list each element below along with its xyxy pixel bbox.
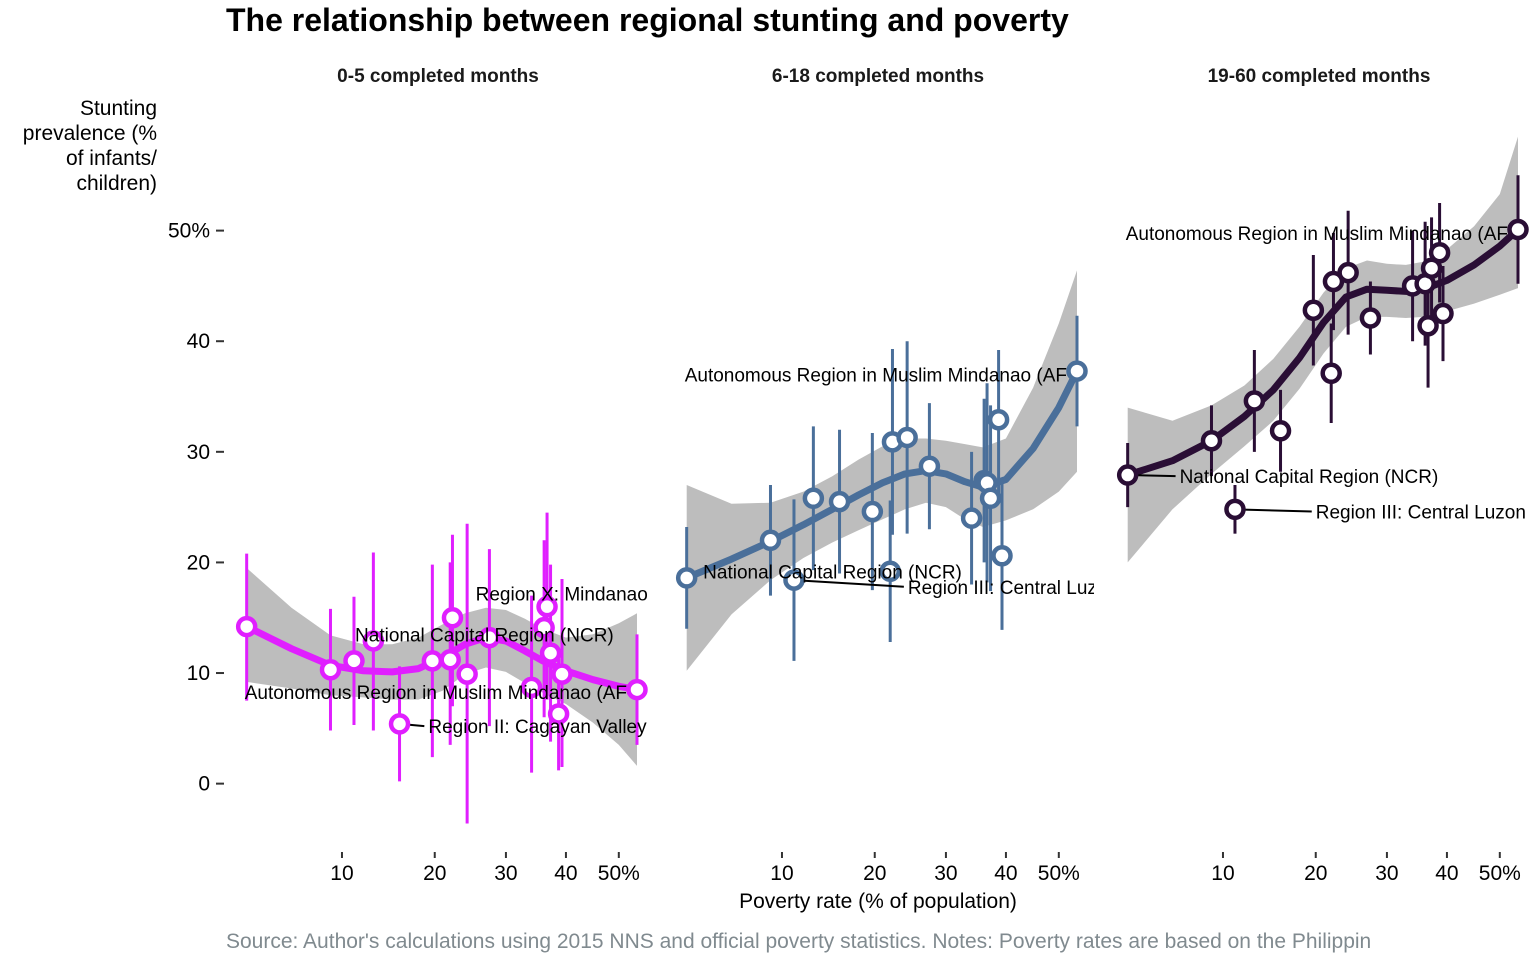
data-point	[1243, 390, 1266, 412]
facet-title-0-5-months: 0-5 completed months	[337, 66, 539, 87]
region-label: National Capital Region (NCR)	[703, 562, 962, 583]
x-tick-label: 10	[330, 862, 353, 885]
data-point	[388, 713, 411, 735]
x-tick-label: 30	[1375, 862, 1398, 885]
x-tick-label: 20	[423, 862, 446, 885]
confidence-band	[246, 568, 637, 766]
data-point	[675, 567, 698, 589]
x-tick-label: 30	[934, 862, 957, 885]
data-point	[1066, 360, 1088, 382]
label-connector	[793, 579, 904, 588]
region-label: National Capital Region (NCR)	[1180, 467, 1439, 488]
facet-panel-2: 10 20 30 40 50% Autonomous Region in Muslim M…	[675, 270, 1118, 885]
data-point	[1116, 464, 1139, 486]
label-connector	[1234, 508, 1312, 513]
data-point	[235, 615, 258, 638]
x-tick-label: 50%	[1038, 862, 1080, 885]
chart-title: The relationship between regional stunti…	[226, 2, 1069, 38]
data-point	[1337, 261, 1359, 284]
region-label: Autonomous Region in Muslim Mindanao (AF	[1126, 224, 1508, 245]
y-tick-label: 0	[198, 773, 210, 796]
x-tick-label: 40	[1435, 862, 1458, 885]
data-point	[879, 560, 901, 583]
data-point	[441, 606, 464, 629]
x-tick-label: 20	[863, 862, 886, 885]
x-tick-label: 30	[494, 862, 517, 885]
data-point	[1200, 430, 1223, 452]
source-note: Source: Author's calculations using 2015…	[226, 930, 1372, 953]
data-point	[896, 426, 918, 449]
smooth-line	[683, 367, 1081, 582]
region-label: Region X: Mindanao	[476, 584, 648, 605]
x-tick-label: 40	[994, 862, 1017, 885]
confidence-band	[686, 270, 1077, 671]
annotation-labels: Autonomous Region in Muslim Mindanao (AF…	[685, 365, 1118, 599]
y-tick-label: 40	[187, 330, 210, 353]
x-tick-label: 20	[1304, 862, 1327, 885]
facet-title-6-18-months: 6-18 completed months	[771, 66, 985, 87]
y-tick-label: 30	[187, 441, 210, 464]
region-label: Region III: Central Luzon	[1316, 503, 1526, 524]
data-point	[536, 595, 558, 618]
data-point	[533, 616, 555, 639]
data-point	[960, 507, 983, 529]
data-point	[539, 642, 562, 664]
region-label: Autonomous Region in Muslim Mindanao (AF	[245, 683, 627, 704]
data-point	[1428, 241, 1451, 264]
data-point	[1224, 498, 1246, 521]
data-point	[987, 408, 1010, 431]
data-point	[918, 455, 941, 477]
data-point	[421, 650, 444, 672]
x-tick-label: 50%	[598, 862, 640, 885]
x-tick-label: 10	[1211, 862, 1234, 885]
data-point	[1322, 270, 1345, 293]
data-point	[626, 678, 648, 701]
data-point	[1432, 302, 1454, 325]
data-point	[362, 630, 385, 652]
data-point	[802, 487, 825, 510]
confidence-band	[1127, 136, 1518, 563]
facet-panel-3: 10 20 30 40 50% Autonomous Region in Muslim M…	[1116, 136, 1529, 885]
region-label: National Capital Region (NCR)	[355, 625, 614, 646]
y-axis-label: Stunting prevalence (% of infants/ child…	[22, 97, 157, 195]
data-point	[828, 490, 851, 513]
y-tick-label: 20	[187, 551, 210, 574]
x-axis-label: Poverty rate (% of population)	[739, 890, 1017, 913]
data-point	[1417, 314, 1439, 337]
data-point	[456, 663, 478, 685]
data-point	[783, 569, 805, 591]
data-point	[991, 545, 1013, 567]
data-point	[979, 487, 1002, 510]
facet-title-19-60-months: 19-60 completed months	[1207, 66, 1431, 87]
data-point	[439, 649, 461, 671]
x-tick-label: 40	[554, 862, 577, 885]
data-point	[1269, 420, 1292, 442]
data-point	[1507, 218, 1529, 241]
data-point	[1320, 362, 1342, 385]
y-tick-label: 10	[187, 662, 210, 685]
data-point	[547, 703, 570, 725]
region-label: Region III: Central Luzon	[908, 578, 1118, 599]
data-point	[551, 663, 573, 685]
region-label: Autonomous Region in Muslim Mindanao (AF	[685, 365, 1067, 386]
region-label: Region II: Cagayan Valley	[428, 717, 647, 738]
data-point	[861, 500, 884, 523]
data-point	[343, 650, 365, 672]
smooth-line	[1124, 226, 1522, 479]
data-point	[1359, 307, 1382, 329]
annotation-labels: Autonomous Region in Muslim Mindanao (AF…	[1126, 224, 1526, 524]
data-point	[1302, 299, 1325, 321]
data-point	[478, 626, 501, 649]
data-point	[520, 676, 543, 699]
annotation-labels: Region X: Mindanao National Capital Regio…	[245, 584, 648, 738]
facet-panel-1: 10 20 30 40 50% Region X: Mindanao National Ca…	[235, 512, 648, 885]
x-tick-label: 10	[770, 862, 793, 885]
data-point	[319, 658, 342, 681]
data-point	[759, 529, 782, 552]
x-tick-label: 50%	[1479, 862, 1521, 885]
y-tick-label: 50%	[168, 220, 210, 243]
